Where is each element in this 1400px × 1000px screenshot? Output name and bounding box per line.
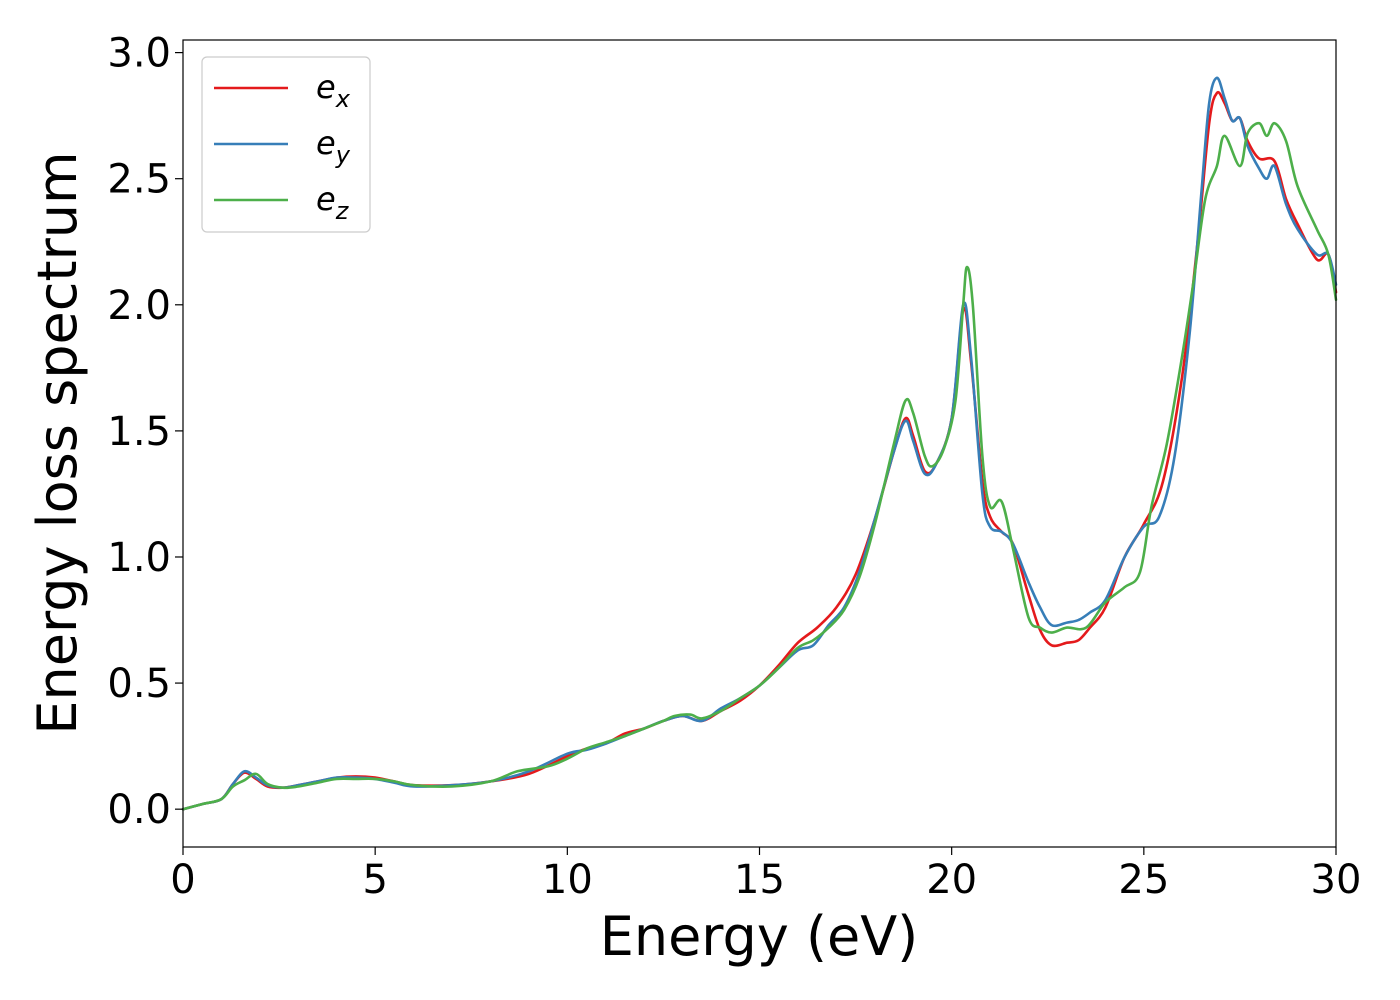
legend-label-ex: ex [316, 68, 351, 113]
y-tick-label: 2.0 [107, 283, 171, 329]
y-tick-label: 0.5 [107, 661, 171, 707]
x-axis-ticks: 0 5 10 15 20 25 30 [170, 847, 1361, 903]
x-tick-label: 10 [542, 857, 593, 903]
y-tick-label: 3.0 [107, 31, 171, 77]
plot-area [183, 40, 1336, 847]
x-tick-label: 5 [362, 857, 387, 903]
x-tick-label: 30 [1311, 857, 1362, 903]
y-tick-label: 2.5 [107, 157, 171, 203]
legend-label-ey: ey [316, 124, 351, 169]
legend-label-ez: ez [316, 180, 350, 225]
series-lines [181, 76, 1338, 811]
series-line-ez [181, 121, 1338, 811]
x-tick-label: 15 [734, 857, 785, 903]
x-axis-label: Energy (eV) [600, 905, 919, 968]
x-tick-label: 25 [1118, 857, 1169, 903]
legend: ex ey ez [201, 56, 371, 233]
y-tick-label: 0.0 [107, 787, 171, 833]
y-axis-label: Energy loss spectrum [26, 151, 89, 734]
x-tick-label: 0 [170, 857, 195, 903]
y-tick-label: 1.0 [107, 535, 171, 581]
y-axis-ticks: 0.0 0.5 1.0 1.5 2.0 2.5 3.0 [107, 31, 183, 833]
y-tick-label: 1.5 [107, 409, 171, 455]
x-tick-label: 20 [926, 857, 977, 903]
